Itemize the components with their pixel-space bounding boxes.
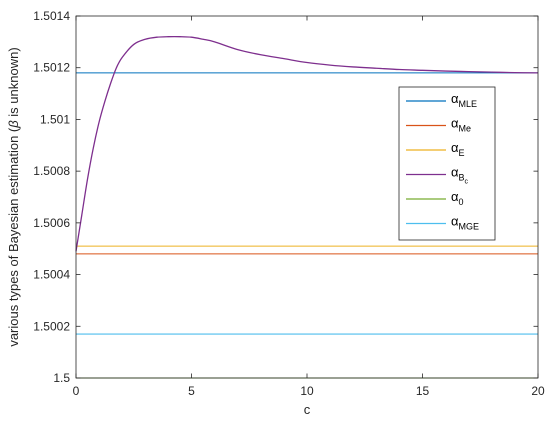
x-axis-label: c: [304, 402, 311, 417]
y-tick-label: 1.5: [53, 371, 70, 385]
series-line-bc: [75, 35, 539, 252]
legend-symbol: α: [451, 214, 459, 229]
legend-subscript: Me: [459, 124, 472, 134]
series-layer: [75, 35, 539, 379]
y-axis-label-before: various types of Bayesian estimation (: [6, 127, 21, 347]
legend-entry-label: αMGE: [451, 214, 479, 232]
legend-subscript: B: [459, 173, 465, 183]
y-tick-label: 1.5004: [33, 268, 70, 282]
legend-entry-label: α0: [451, 189, 464, 207]
x-tick-label: 15: [416, 384, 430, 398]
y-tick-label: 1.5014: [33, 9, 70, 23]
y-tick-label: 1.5012: [33, 61, 70, 75]
legend-box: [398, 86, 496, 241]
ticks-layer: 0 5 10 15 20 1.5 1.5002 1.5004 1.5006 1.5008 1.501…: [33, 9, 545, 398]
y-tick-label: 1.5008: [33, 164, 70, 178]
y-axis-label: various types of Bayesian estimation (β …: [6, 47, 21, 346]
legend-subscript: MLE: [459, 99, 478, 109]
y-tick-label: 1.5002: [33, 319, 70, 333]
legend-sub-subscript: c: [465, 179, 469, 186]
x-tick-label: 0: [73, 384, 80, 398]
x-tick-label: 5: [188, 384, 195, 398]
legend-entry-label: αE: [451, 140, 465, 158]
y-axis-label-beta: β: [6, 120, 21, 129]
legend-symbol: α: [451, 189, 459, 204]
legend-symbol: α: [451, 165, 459, 180]
x-tick-label: 10: [300, 384, 314, 398]
y-tick-label: 1.501: [40, 112, 70, 126]
legend-entry-label: αMLE: [451, 91, 477, 109]
legend-symbol: α: [451, 140, 459, 155]
x-tick-label: 20: [531, 384, 545, 398]
legend-subscript: 0: [459, 197, 464, 207]
legend-subscript: E: [459, 148, 465, 158]
legend-subscript: MGE: [459, 222, 480, 232]
legend-symbol: α: [451, 116, 459, 131]
y-tick-label: 1.5006: [33, 216, 70, 230]
y-axis-label-after: is unknown): [6, 47, 21, 120]
legend-entry-label: αBc: [451, 165, 469, 186]
legend-symbol: α: [451, 91, 459, 106]
legend-entry-label: αMe: [451, 116, 471, 134]
